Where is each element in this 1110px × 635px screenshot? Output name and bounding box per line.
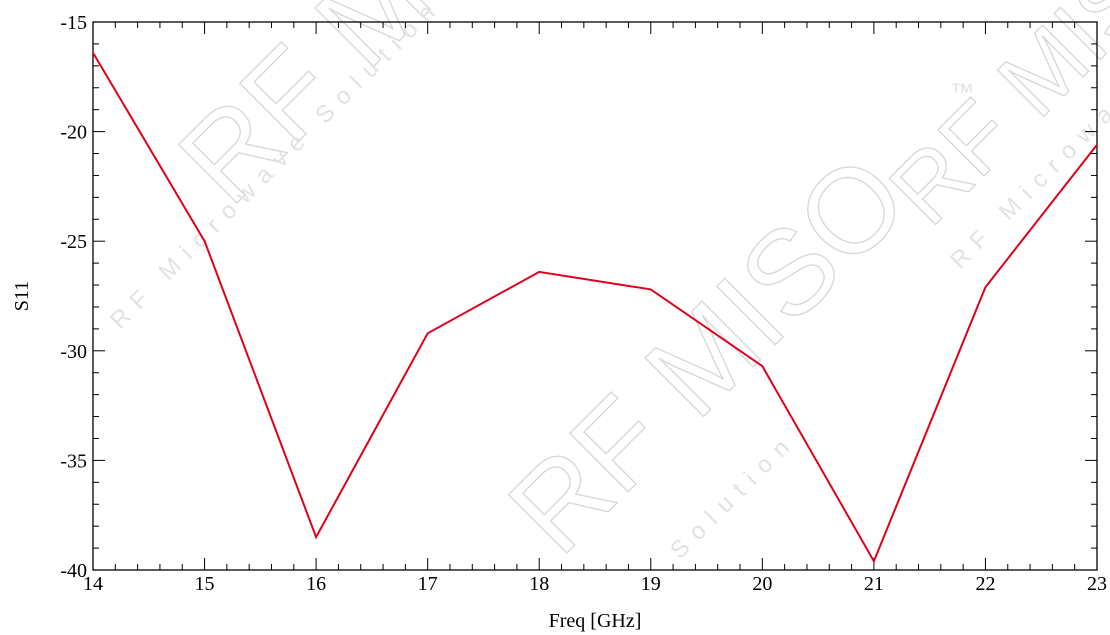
y-tick-label: -15 [60, 12, 87, 34]
x-tick-label: 20 [752, 573, 772, 595]
data-point [203, 240, 206, 242]
plot-frame [92, 21, 1098, 571]
y-axis-title: S11 [11, 281, 33, 311]
x-tick-label: 19 [641, 573, 661, 595]
axes-layer: 14 15 16 17 18 19 20 21 22 23 -15 -20 -25 -30 -35 -40 [60, 12, 1107, 595]
data-point [649, 288, 652, 291]
watermark-trademark-right: ™ [950, 79, 984, 106]
x-tick-label: 16 [306, 573, 326, 595]
y-tick-label: -30 [60, 341, 87, 363]
data-point [538, 271, 541, 273]
y-tick-label: -20 [60, 122, 87, 144]
y-tick-label: -25 [60, 231, 87, 253]
x-tick-label: 15 [195, 573, 215, 595]
series-line [92, 52, 1098, 564]
data-point [426, 332, 429, 335]
data-point [315, 536, 317, 538]
data-point [761, 365, 764, 367]
x-tick-label: 17 [418, 573, 438, 595]
data-point [92, 51, 94, 54]
x-tick-label: 21 [864, 573, 884, 595]
y-tick-label: -35 [60, 450, 87, 472]
x-tick-label: 18 [529, 573, 549, 595]
x-tick-label: 23 [1087, 573, 1107, 595]
data-point [1096, 143, 1098, 146]
y-tick-label: -40 [60, 560, 87, 582]
series-layer [92, 51, 1098, 564]
x-tick-label: 14 [83, 573, 103, 595]
data-point [984, 286, 987, 289]
data-point [873, 560, 875, 563]
x-tick-label: 22 [975, 573, 995, 595]
x-axis-title: Freq [GHz] [549, 610, 642, 632]
